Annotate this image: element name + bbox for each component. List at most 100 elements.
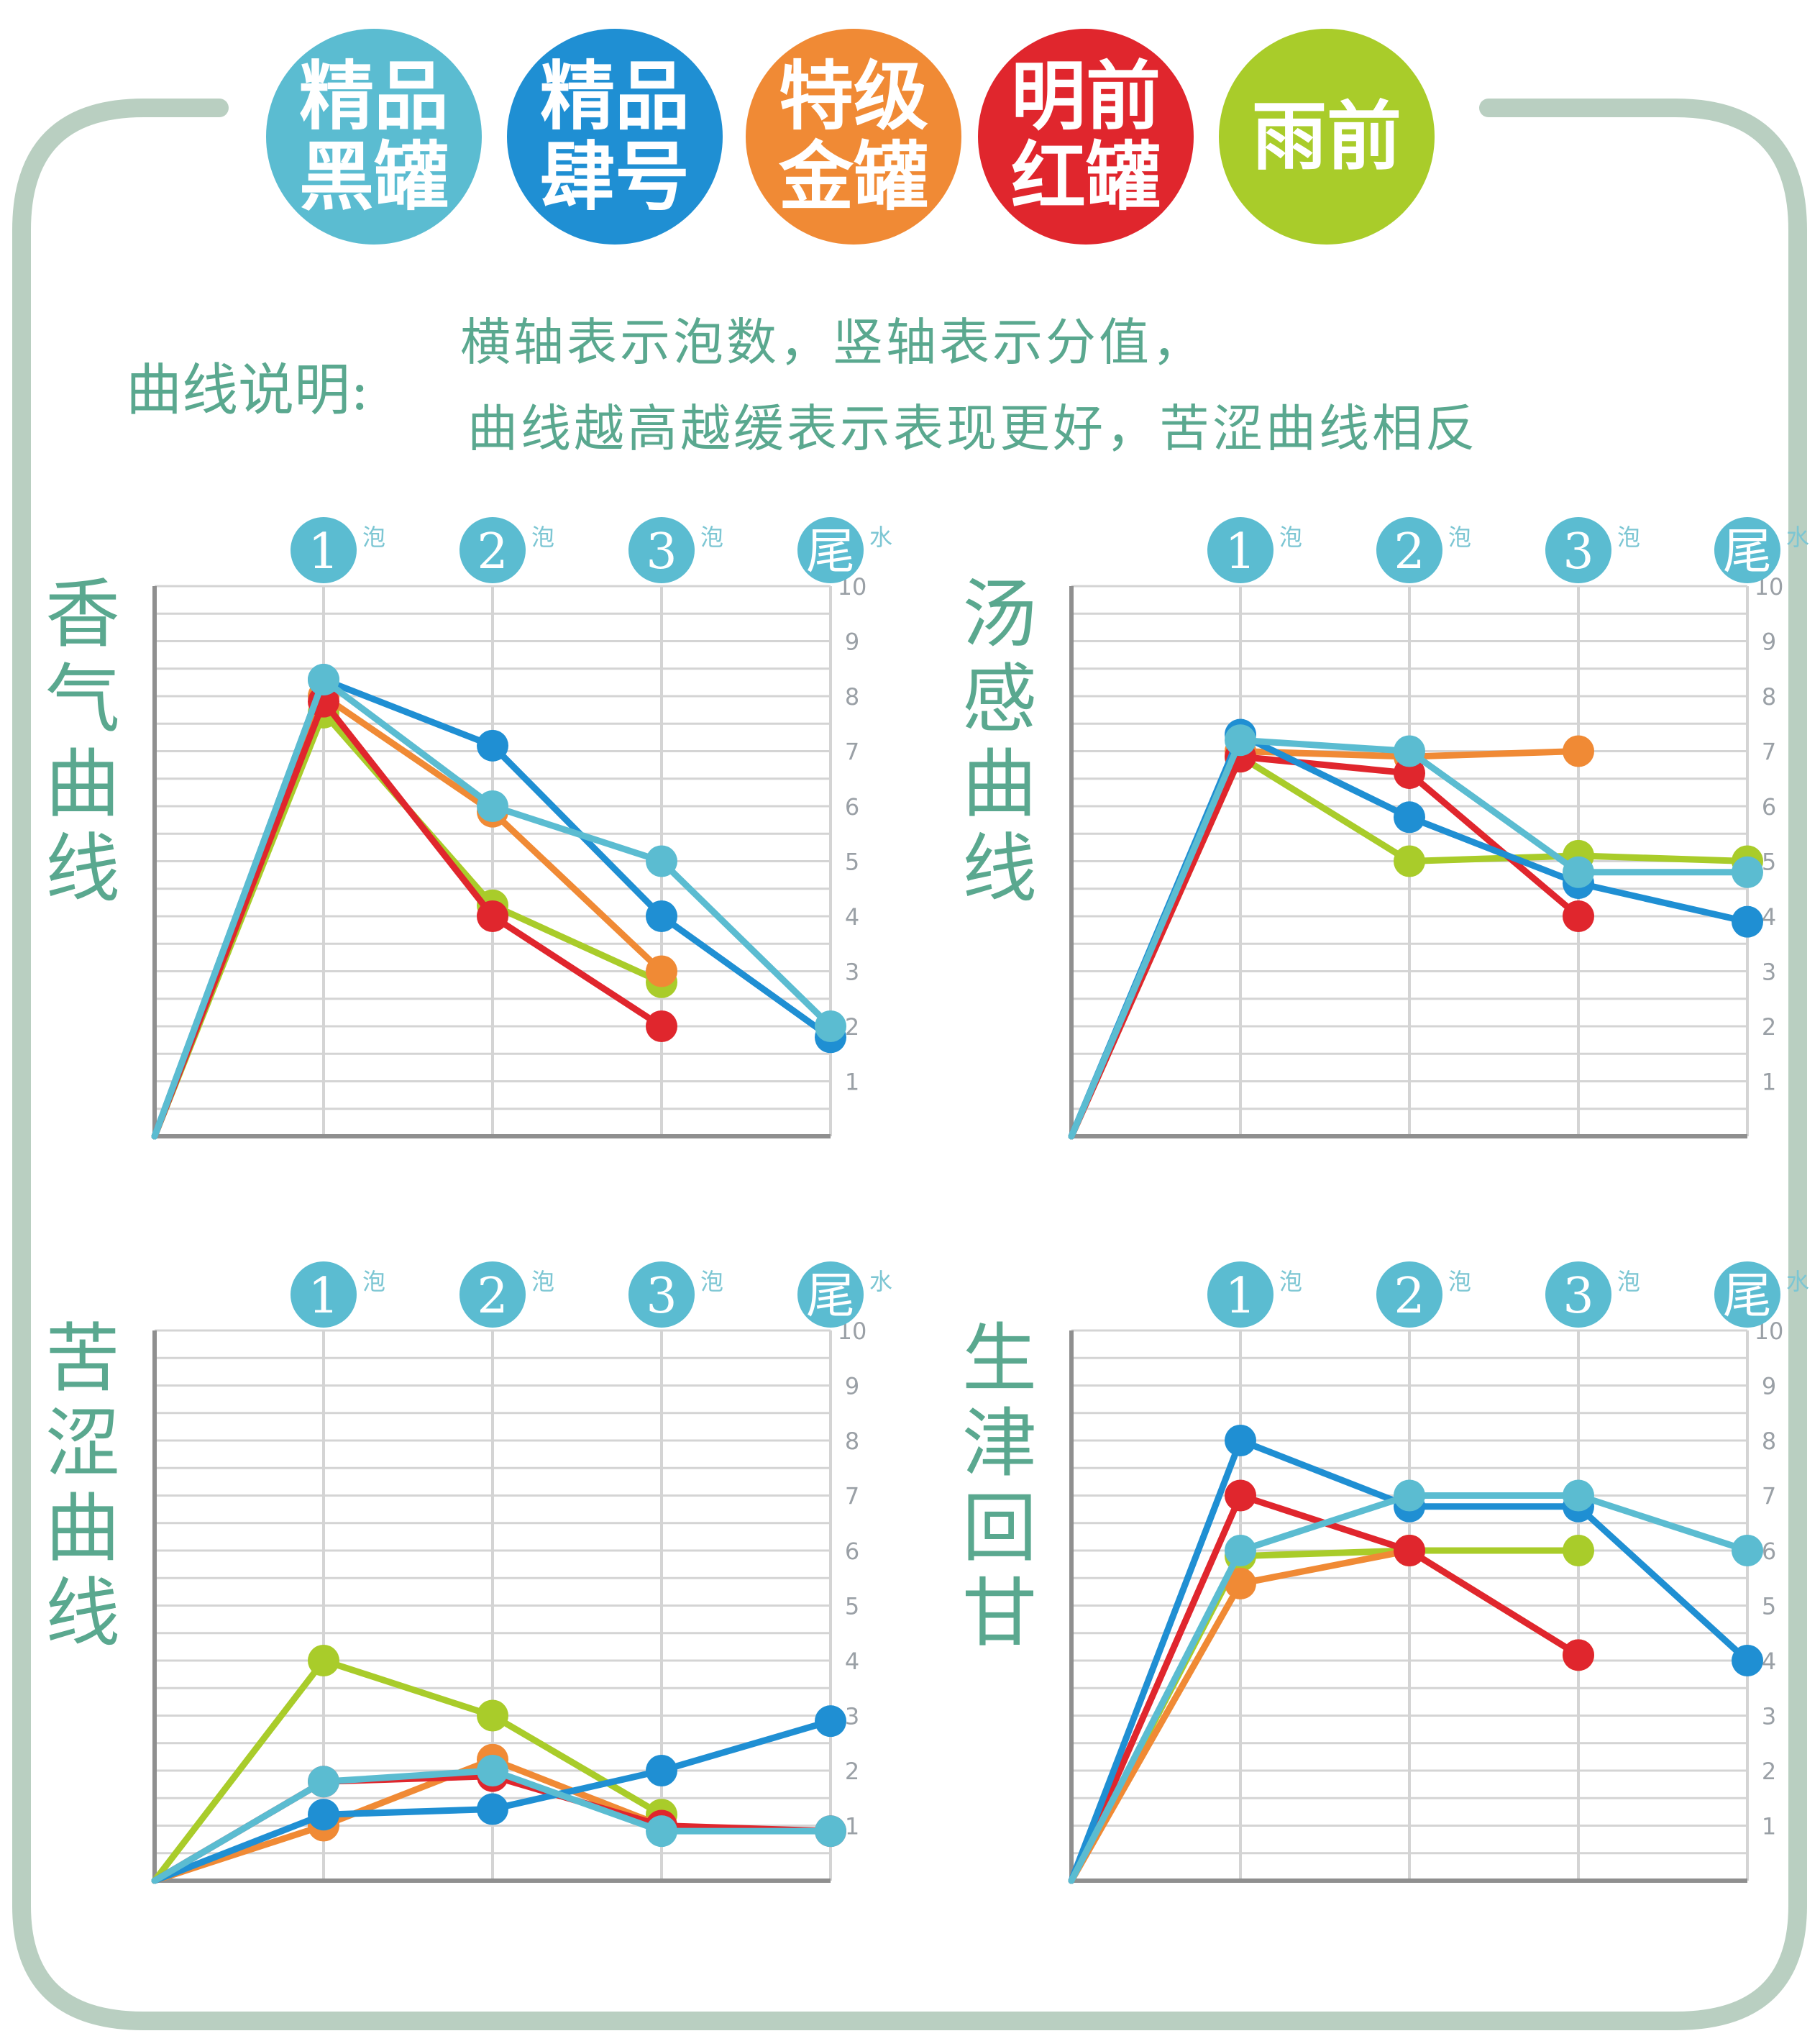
chart-title-char: 感	[962, 655, 1037, 743]
x-tick-suffix: 泡	[700, 524, 723, 551]
legend-badge-jingpin-heiguan: 精品 黑罐	[266, 29, 482, 245]
y-tick-label: 1	[845, 1813, 859, 1840]
data-point	[1394, 801, 1425, 834]
x-tick-suffix: 泡	[1279, 1268, 1302, 1295]
x-tick-label: 3	[1563, 1268, 1593, 1325]
y-tick-label: 7	[1762, 739, 1776, 766]
x-tick-suffix: 水	[869, 524, 892, 551]
data-point	[1563, 900, 1594, 932]
legend-label-line1: 特级	[778, 53, 928, 140]
x-tick-suffix: 泡	[531, 524, 554, 551]
y-tick-label: 8	[1762, 1428, 1776, 1455]
y-tick-label: 9	[1762, 1373, 1776, 1400]
x-tick-suffix: 水	[1786, 1268, 1809, 1295]
y-tick-label: 3	[845, 1703, 859, 1730]
y-tick-label: 2	[845, 1758, 859, 1785]
data-point	[1732, 1535, 1763, 1566]
x-tick-badge	[1545, 517, 1611, 583]
y-tick-label: 8	[845, 683, 859, 711]
data-point	[1563, 1639, 1594, 1671]
x-tick-label: 尾	[1723, 524, 1772, 580]
data-point	[1225, 1567, 1256, 1599]
y-tick-label: 3	[1762, 1703, 1776, 1730]
data-point	[1225, 724, 1256, 757]
legend-badge-mingqian-hongguan: 明前 红罐	[978, 29, 1194, 245]
x-tick-label: 2	[1394, 1268, 1425, 1325]
x-tick-label: 1	[308, 524, 339, 580]
description-line2: 曲线越高越缓表示表现更好，苦涩曲线相反	[467, 399, 1478, 458]
chart-aroma: 香气曲线123456789101 泡 2 泡 3 泡尾水	[45, 517, 892, 1140]
x-tick-suffix: 泡	[531, 1268, 554, 1295]
chart-title-char: 线	[45, 1569, 120, 1657]
chart-title: 苦涩曲线	[45, 1315, 120, 1657]
x-tick-badge	[1714, 517, 1780, 583]
x-tick-badge	[1545, 1261, 1611, 1328]
data-point	[477, 1793, 508, 1825]
x-tick-badge	[1376, 517, 1442, 583]
legend-label-line1: 精品	[298, 53, 449, 140]
x-tick-label: 2	[477, 524, 508, 580]
data-point	[1394, 1535, 1425, 1566]
y-tick-label: 1	[1762, 1069, 1776, 1096]
x-tick-badge	[1376, 1261, 1442, 1328]
x-tick-suffix: 泡	[700, 1268, 723, 1295]
data-point	[308, 1645, 339, 1676]
chart-title-char: 甘	[962, 1569, 1037, 1657]
data-point	[477, 790, 508, 822]
y-tick-label: 5	[845, 1593, 859, 1620]
x-tick-suffix: 泡	[1279, 524, 1302, 551]
data-point	[308, 1766, 339, 1798]
x-tick-badge	[797, 1261, 864, 1328]
x-tick-label: 1	[1225, 1268, 1256, 1325]
data-point	[646, 955, 677, 987]
chart-bitterness: 苦涩曲线123456789101 泡 2 泡 3 泡尾水	[45, 1261, 892, 1884]
y-tick-label: 7	[1762, 1483, 1776, 1510]
chart-title-char: 津	[962, 1400, 1037, 1487]
x-tick-label: 2	[1394, 524, 1425, 580]
data-point	[1225, 1535, 1256, 1566]
chart-title-char: 曲	[962, 740, 1037, 828]
x-tick-badge	[797, 517, 864, 583]
description-line1: 横轴表示泡数，竖轴表示分值，	[460, 313, 1205, 372]
chart-title-char: 线	[45, 825, 120, 913]
x-tick-badge	[628, 517, 695, 583]
data-point	[1225, 1479, 1256, 1512]
y-tick-label: 5	[1762, 1593, 1776, 1620]
data-point	[1563, 735, 1594, 767]
legend-label-line1: 雨前	[1251, 93, 1401, 181]
data-point	[815, 1010, 846, 1042]
x-tick-suffix: 泡	[1448, 524, 1471, 551]
series-line	[1068, 753, 1582, 1140]
x-tick-badge	[628, 1261, 695, 1328]
y-tick-label: 4	[1762, 1648, 1776, 1675]
data-point	[1732, 905, 1763, 938]
data-point	[646, 1010, 677, 1042]
x-tick-badge	[291, 517, 357, 583]
y-tick-label: 7	[845, 1483, 859, 1510]
chart-title-char: 涩	[45, 1400, 120, 1487]
chart-title-char: 曲	[45, 740, 120, 828]
y-tick-label: 3	[845, 959, 859, 986]
y-tick-label: 9	[1762, 629, 1776, 656]
data-point	[1394, 757, 1425, 790]
data-point	[1394, 735, 1425, 767]
chart-title-char: 香	[45, 570, 120, 658]
data-point	[1563, 856, 1594, 888]
y-tick-label: 9	[845, 629, 859, 656]
data-point	[646, 900, 677, 932]
y-tick-label: 7	[845, 739, 859, 766]
data-point	[815, 1705, 846, 1738]
x-tick-suffix: 泡	[1448, 1268, 1471, 1295]
y-tick-label: 6	[845, 1538, 859, 1565]
y-tick-label: 2	[1762, 1758, 1776, 1785]
data-point	[646, 1815, 677, 1848]
x-tick-suffix: 泡	[1617, 524, 1640, 551]
x-tick-suffix: 泡	[1617, 1268, 1640, 1295]
x-tick-label: 尾	[806, 1268, 855, 1325]
x-tick-label: 1	[1225, 524, 1256, 580]
legend-label-line2: 金罐	[778, 133, 928, 221]
y-tick-label: 4	[1762, 903, 1776, 931]
x-tick-label: 2	[477, 1268, 508, 1325]
